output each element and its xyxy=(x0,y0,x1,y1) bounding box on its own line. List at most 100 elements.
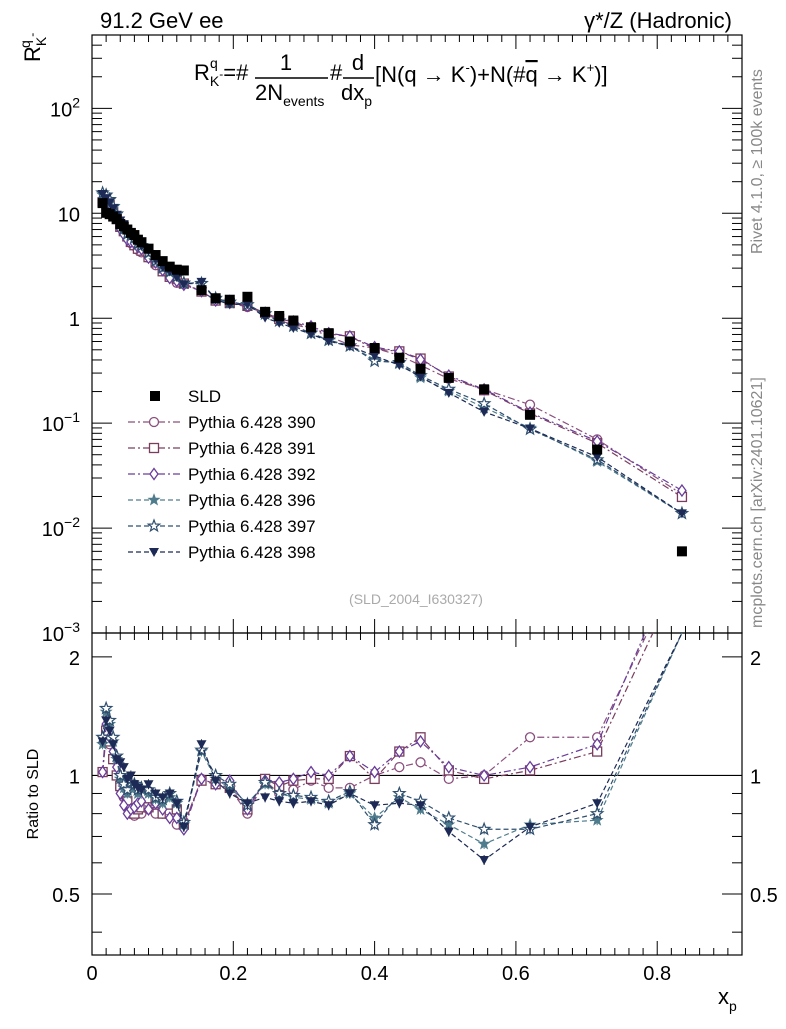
legend-label: Pythia 6.428 396 xyxy=(188,491,316,510)
y-tick-label-exp: −1 xyxy=(64,409,80,425)
formula-qbar: q xyxy=(525,62,537,87)
ratio-point xyxy=(592,737,602,751)
y-axis-label-sup: q xyxy=(17,40,33,48)
legend-label: Pythia 6.428 392 xyxy=(188,465,316,484)
ratio-point xyxy=(242,799,253,809)
formula-denominator: 2N xyxy=(255,80,283,105)
ratio-point xyxy=(344,789,355,799)
header-left: 91.2 GeV ee xyxy=(100,8,224,33)
ratio-point xyxy=(136,785,147,795)
y-tick-label-exp: −2 xyxy=(64,514,80,530)
ratio-point xyxy=(479,855,490,865)
main-point xyxy=(242,300,253,310)
ratio-point xyxy=(157,793,168,803)
legend-label: Pythia 6.428 397 xyxy=(188,517,316,536)
main-point xyxy=(306,330,317,340)
ratio-point xyxy=(477,837,491,850)
data-point xyxy=(260,306,271,317)
ratio-point xyxy=(115,758,126,768)
formula-d-den-sub: p xyxy=(364,93,372,109)
main-point xyxy=(274,318,285,328)
formula-d-num: d xyxy=(352,50,364,75)
legend-item-5: Pythia 6.428 396 xyxy=(128,491,316,510)
ratio-point xyxy=(369,765,380,779)
y-tick-label-base: 10 xyxy=(42,519,64,541)
ratio-point xyxy=(274,797,285,807)
ratio-point xyxy=(194,742,209,757)
legend-marker xyxy=(147,493,161,506)
ratio-point xyxy=(222,776,238,791)
watermark: (SLD_2004_I630327) xyxy=(349,591,483,607)
ratio-tick-label-right: 1 xyxy=(750,766,761,788)
ratio-series-6 xyxy=(97,633,683,865)
rivet-label: Rivet 4.1.0, ≥ 100k events xyxy=(749,69,766,254)
ratio-point xyxy=(391,785,407,800)
ratio-point xyxy=(164,789,175,799)
legend-item-7: Pythia 6.428 398 xyxy=(128,543,316,562)
formula: RK-=# q 1 2Nevents # d dxp [N(q → K-)+N(… xyxy=(194,50,608,109)
header-right: γ*/Z (Hadronic) xyxy=(584,8,732,33)
data-point xyxy=(443,372,454,383)
y-tick-label: 10−1 xyxy=(42,409,80,436)
data-point xyxy=(592,444,603,455)
legend: SLD Pythia 6.428 390 Pythia 6.428 391 Pythi… xyxy=(128,387,316,562)
ratio-point xyxy=(150,789,161,799)
ratio-point xyxy=(443,773,454,785)
formula-lhs-minus: - xyxy=(219,67,223,81)
legend-label: Pythia 6.428 398 xyxy=(188,543,316,562)
svg-text:#: # xyxy=(330,60,343,85)
ratio-point xyxy=(323,768,334,783)
data-point xyxy=(178,265,189,276)
ratio-point xyxy=(286,787,301,802)
main-point xyxy=(677,483,687,498)
ratio-tick-label-left: 0.5 xyxy=(52,885,80,907)
main-series-line xyxy=(102,200,683,498)
y-tick-label-exp: 2 xyxy=(72,94,80,110)
ratio-point xyxy=(443,827,454,837)
legend-marker xyxy=(150,391,160,401)
ratio-series-line xyxy=(102,633,683,861)
legend-item-3: Pythia 6.428 391 xyxy=(128,439,316,458)
y-tick-label: 10−3 xyxy=(42,619,80,646)
ratio-point xyxy=(590,813,604,826)
data-point xyxy=(157,256,168,267)
data-point xyxy=(196,285,207,296)
ratio-point xyxy=(196,740,207,750)
main-point xyxy=(415,372,426,382)
ratio-point xyxy=(524,732,536,743)
ratio-point xyxy=(112,767,128,782)
ratio-point xyxy=(108,740,119,750)
ratio-point xyxy=(441,810,457,825)
ratio-point xyxy=(118,763,129,773)
main-point xyxy=(479,407,490,417)
ratio-axis-label: Ratio to SLD xyxy=(25,749,42,840)
y-tick-label-exp: −3 xyxy=(64,619,80,635)
svg-text:d: d xyxy=(352,50,364,75)
data-point xyxy=(143,243,154,254)
data-point xyxy=(150,250,161,261)
legend-item-1: SLD xyxy=(150,387,221,406)
x-tick-label: 0.4 xyxy=(361,963,389,985)
x-axis-label-main: x xyxy=(718,984,729,1009)
ratio-point xyxy=(443,760,454,774)
ratio-point xyxy=(479,768,489,783)
main-point xyxy=(108,204,119,214)
ratio-point xyxy=(125,771,136,781)
legend-label: Pythia 6.428 390 xyxy=(188,413,316,432)
data-point xyxy=(242,291,253,302)
ratio-point xyxy=(306,765,316,779)
x-tick-label: 0.2 xyxy=(219,963,247,985)
ratio-tick-label-right: 2 xyxy=(750,648,761,670)
main-point xyxy=(323,337,334,347)
legend-marker xyxy=(149,467,159,481)
legend-marker xyxy=(148,416,160,428)
data-point xyxy=(415,363,426,374)
main-point xyxy=(288,323,299,333)
data-point xyxy=(369,343,380,354)
formula-denom-sub: events xyxy=(283,93,324,109)
data-point xyxy=(394,352,405,363)
ratio-point xyxy=(104,726,115,736)
svg-text:RK-=#: RK-=# xyxy=(194,60,249,89)
formula-lhs-sub: K xyxy=(210,73,220,89)
